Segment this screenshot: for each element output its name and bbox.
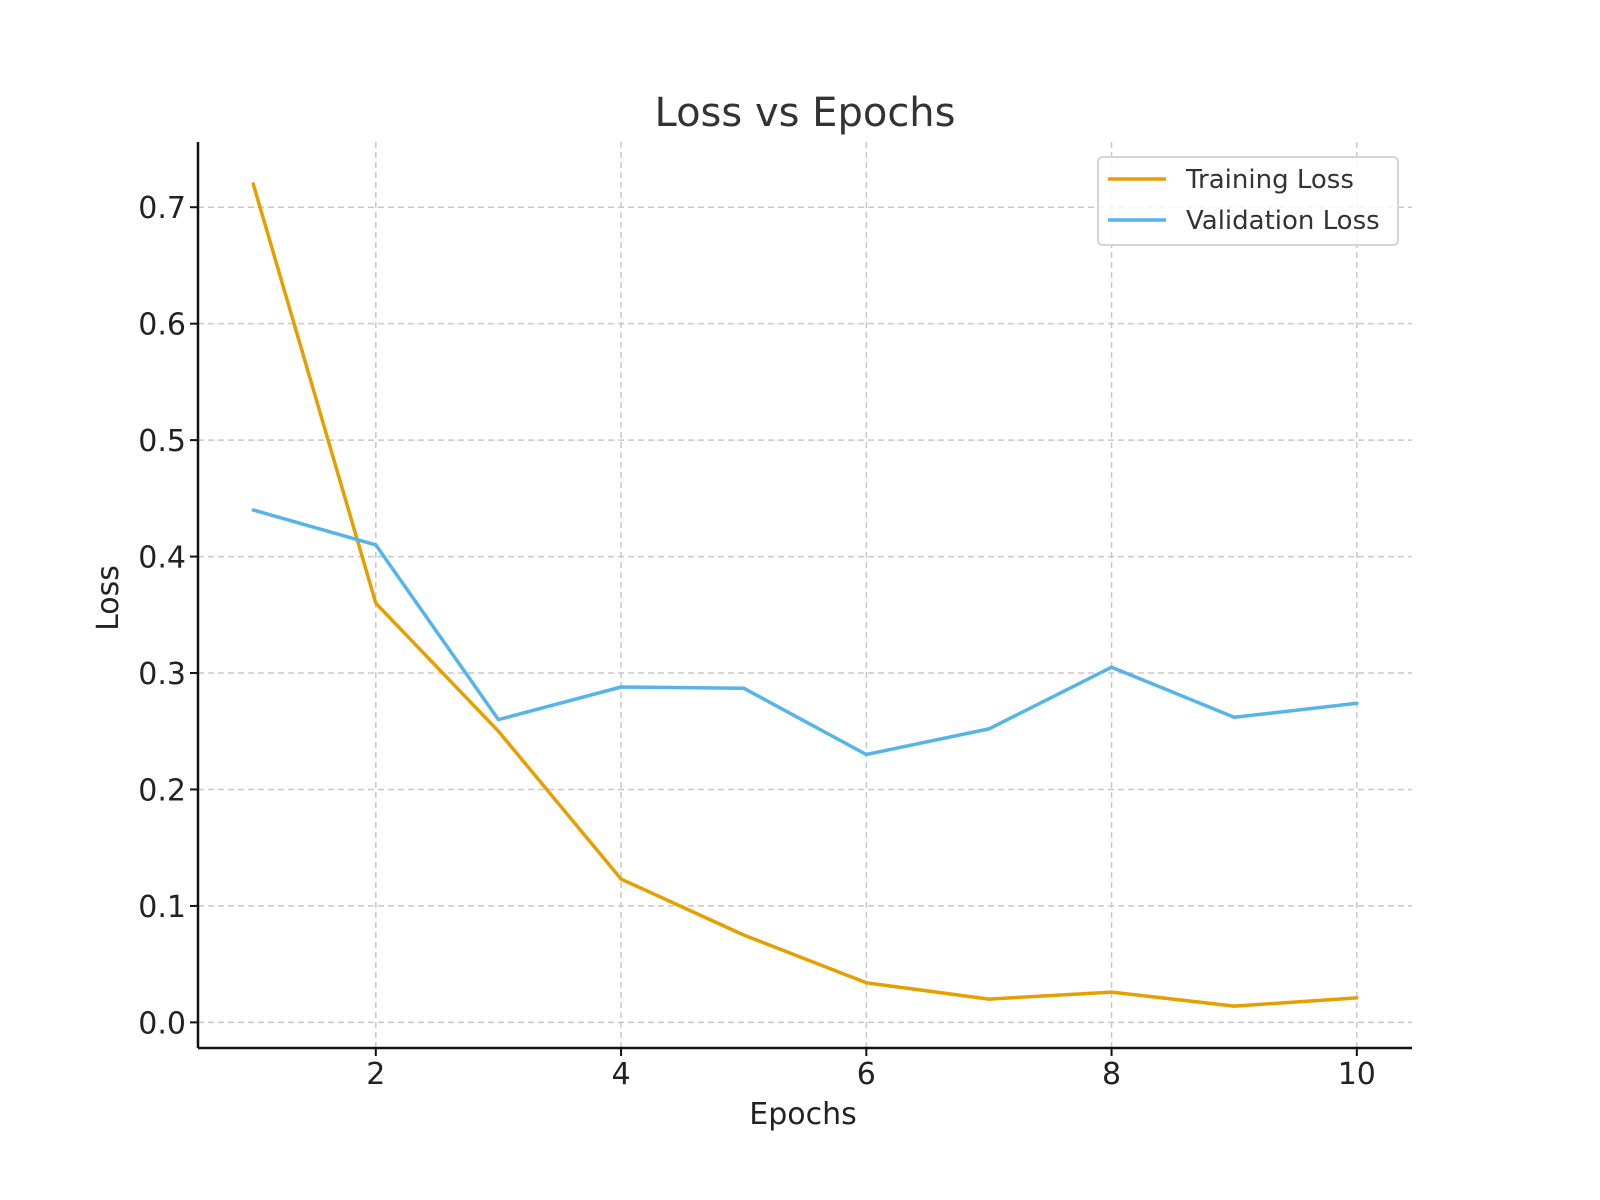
y-tick-label: 0.0: [138, 1006, 186, 1041]
x-tick-label: 10: [1338, 1057, 1376, 1092]
y-tick-label: 0.4: [138, 541, 186, 576]
x-tick-label: 6: [857, 1057, 876, 1092]
x-tick-label: 8: [1102, 1057, 1121, 1092]
x-tick-label: 4: [612, 1057, 631, 1092]
y-tick-label: 0.1: [138, 890, 186, 925]
legend: Training Loss Validation Loss: [1097, 156, 1399, 246]
series-lines: [251, 182, 1359, 1008]
y-axis-label: Loss: [91, 565, 126, 631]
training-loss-legend-label: Training Loss: [1185, 165, 1354, 195]
x-tick-label: 2: [366, 1057, 385, 1092]
tick-labels: 2 4 6 8 10 0.0 0.1 0.2 0.3 0.4 0.5 0.6 0.7: [138, 191, 1376, 1092]
y-tick-label: 0.2: [138, 773, 186, 808]
x-axis-label: Epochs: [749, 1097, 857, 1132]
y-tick-label: 0.3: [138, 657, 186, 692]
chart-title: Loss vs Epochs: [655, 90, 956, 136]
grid-lines: [198, 142, 1412, 1048]
training-loss-line: [251, 182, 1359, 1008]
legend-box: [1097, 156, 1399, 246]
y-tick-label: 0.7: [138, 191, 186, 226]
axes: [190, 142, 1412, 1056]
y-tick-label: 0.5: [138, 424, 186, 459]
y-tick-label: 0.6: [138, 308, 186, 343]
validation-loss-line: [251, 508, 1359, 757]
validation-loss-legend-label: Validation Loss: [1186, 206, 1380, 236]
